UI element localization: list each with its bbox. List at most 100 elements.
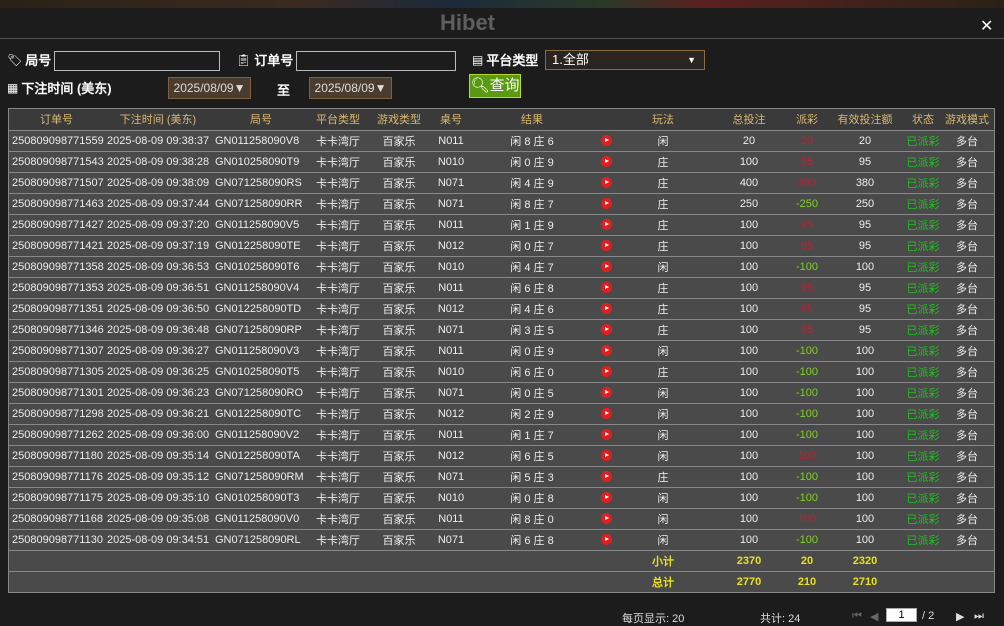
cell-result: 闲 0 庄 5 <box>470 381 594 403</box>
cell-payout: -100 <box>790 402 824 424</box>
table-row: 250809098771180 2025-08-09 09:35:14 GN0122… <box>9 444 994 466</box>
table-row: 250809098771559 2025-08-09 09:38:37 GN0112… <box>9 129 994 151</box>
play-video-icon[interactable] <box>600 471 612 483</box>
cell-table-no: N071 <box>432 171 470 193</box>
cell-bet-type: 闲 <box>618 528 708 550</box>
cell-platform: 卡卡湾厅 <box>310 192 366 214</box>
cell-valid-bet: 20 <box>824 129 906 151</box>
cell-status: 已派彩 <box>906 528 940 550</box>
cell-bet-type: 闲 <box>618 423 708 445</box>
cell-round-no: GN010258090T9 <box>212 150 310 172</box>
replay-cell <box>594 360 618 382</box>
cell-bet-time: 2025-08-09 09:38:28 <box>104 150 212 172</box>
next-page-icon[interactable]: ▶ <box>956 611 965 623</box>
cell-result: 闲 3 庄 5 <box>470 318 594 340</box>
play-video-icon[interactable] <box>600 240 612 252</box>
play-video-icon[interactable] <box>600 429 612 441</box>
play-video-icon[interactable] <box>600 513 612 525</box>
cell-total-bet: 20 <box>708 129 790 151</box>
play-video-icon[interactable] <box>600 303 612 315</box>
play-video-icon[interactable] <box>600 282 612 294</box>
play-video-icon[interactable] <box>600 198 612 210</box>
cell-total-bet: 100 <box>708 234 790 256</box>
header-status: 状态 <box>906 109 940 130</box>
cell-order-no: 250809098771543 <box>9 150 104 172</box>
cell-result: 闲 4 庄 9 <box>470 171 594 193</box>
replay-cell <box>594 297 618 319</box>
empty-cell <box>594 549 618 571</box>
close-icon[interactable]: ✕ <box>980 18 994 35</box>
cell-result: 闲 2 庄 9 <box>470 402 594 424</box>
background-strip <box>0 0 1004 8</box>
cell-bet-time: 2025-08-09 09:36:23 <box>104 381 212 403</box>
page-input[interactable]: 1 <box>886 608 917 622</box>
header-game-mode: 游戏模式 <box>940 109 994 130</box>
cell-table-no: N012 <box>432 402 470 424</box>
round-input[interactable] <box>54 51 220 71</box>
order-input[interactable] <box>296 51 456 71</box>
cell-game-type: 百家乐 <box>366 507 432 529</box>
cell-round-no: GN012258090TC <box>212 402 310 424</box>
cell-payout: 380 <box>790 171 824 193</box>
cell-total-bet: 100 <box>708 255 790 277</box>
cell-valid-bet: 100 <box>824 444 906 466</box>
date-to-picker[interactable]: 2025/08/09▼ <box>309 77 392 99</box>
first-page-icon[interactable]: ⏮ <box>852 610 862 622</box>
cell-round-no: GN071258090RO <box>212 381 310 403</box>
date-from-picker[interactable]: 2025/08/09▼ <box>168 77 251 99</box>
cell-payout: 95 <box>790 213 824 235</box>
last-page-icon[interactable]: ⏭ <box>974 610 984 622</box>
cell-game-mode: 多台 <box>940 129 994 151</box>
play-video-icon[interactable] <box>600 366 612 378</box>
play-video-icon[interactable] <box>600 135 612 147</box>
cell-valid-bet: 380 <box>824 171 906 193</box>
play-video-icon[interactable] <box>600 261 612 273</box>
header-bet-time: 下注时间 (美东) <box>104 109 212 130</box>
cell-game-mode: 多台 <box>940 444 994 466</box>
bet-records-modal: Hibet ✕ 🏷︎ 局号 📋︎ 订单号 ▤ 平台类型 1.全部 ▼ ▦ 下注时间 (美东… <box>0 8 1004 625</box>
cell-valid-bet: 100 <box>824 465 906 487</box>
cell-round-no: GN012258090TA <box>212 444 310 466</box>
cell-table-no: N012 <box>432 444 470 466</box>
play-video-icon[interactable] <box>600 450 612 462</box>
empty-cell <box>212 549 310 571</box>
replay-cell <box>594 339 618 361</box>
cell-status: 已派彩 <box>906 486 940 508</box>
play-video-icon[interactable] <box>600 534 612 546</box>
cell-bet-type: 闲 <box>618 402 708 424</box>
cell-round-no: GN011258090V2 <box>212 423 310 445</box>
platform-select[interactable]: 1.全部 ▼ <box>545 50 705 70</box>
cell-order-no: 250809098771463 <box>9 192 104 214</box>
cell-platform: 卡卡湾厅 <box>310 276 366 298</box>
cell-total-bet: 100 <box>708 423 790 445</box>
play-video-icon[interactable] <box>600 156 612 168</box>
cell-game-type: 百家乐 <box>366 255 432 277</box>
play-video-icon[interactable] <box>600 387 612 399</box>
play-video-icon[interactable] <box>600 177 612 189</box>
empty-cell <box>310 549 366 571</box>
cell-table-no: N010 <box>432 255 470 277</box>
play-video-icon[interactable] <box>600 219 612 231</box>
cell-payout: -100 <box>790 528 824 550</box>
cell-game-type: 百家乐 <box>366 129 432 151</box>
cell-bet-time: 2025-08-09 09:38:37 <box>104 129 212 151</box>
play-video-icon[interactable] <box>600 492 612 504</box>
order-label: 📋︎ 订单号 <box>236 50 293 69</box>
cell-round-no: GN011258090V4 <box>212 276 310 298</box>
replay-cell <box>594 255 618 277</box>
time-label-text: 下注时间 (美东) <box>21 81 112 96</box>
play-video-icon[interactable] <box>600 345 612 357</box>
cell-game-mode: 多台 <box>940 339 994 361</box>
prev-page-icon[interactable]: ◀ <box>870 611 879 623</box>
query-button[interactable]: 🔍︎查询 <box>469 74 521 98</box>
cell-table-no: N010 <box>432 150 470 172</box>
play-video-icon[interactable] <box>600 324 612 336</box>
cell-status: 已派彩 <box>906 465 940 487</box>
cell-round-no: GN071258090RP <box>212 318 310 340</box>
cell-game-type: 百家乐 <box>366 402 432 424</box>
cell-bet-time: 2025-08-09 09:36:00 <box>104 423 212 445</box>
header-total-bet: 总投注 <box>708 109 790 130</box>
table-row: 250809098771168 2025-08-09 09:35:08 GN0112… <box>9 507 994 529</box>
play-video-icon[interactable] <box>600 408 612 420</box>
cell-bet-time: 2025-08-09 09:34:51 <box>104 528 212 550</box>
